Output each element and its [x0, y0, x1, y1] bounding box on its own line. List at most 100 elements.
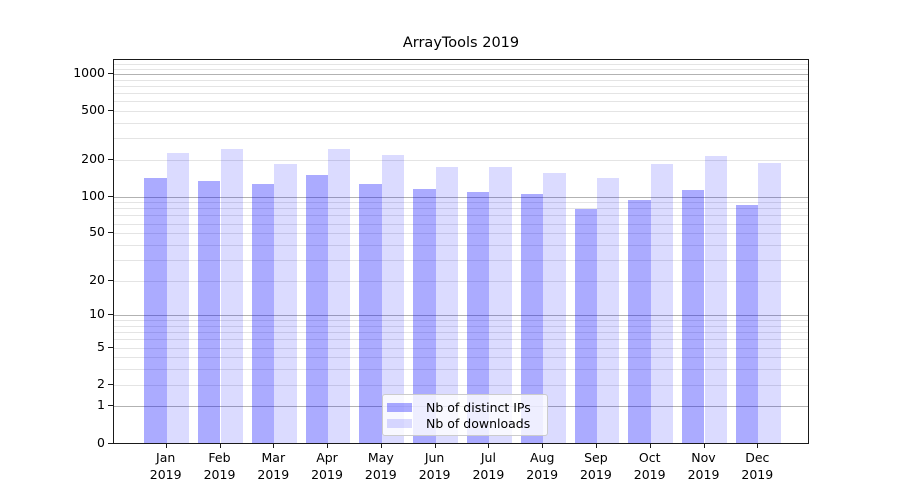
- x-tick-mark: [434, 444, 436, 448]
- bar-distinct-ips: [682, 189, 705, 443]
- legend-item-distinct-ips: Nb of distinct IPs: [387, 399, 541, 415]
- y-tick-mark: [108, 158, 113, 160]
- y-tick-label: 5: [97, 338, 105, 354]
- y-tick-label: 2: [97, 375, 105, 391]
- x-tick-mark: [595, 444, 597, 448]
- bar-downloads: [596, 177, 620, 443]
- x-tick-month: Jun: [424, 450, 445, 465]
- gridline-minor: [114, 244, 808, 246]
- bar-downloads: [758, 162, 781, 443]
- x-tick-mark: [380, 444, 382, 448]
- bar-distinct-ips: [198, 180, 221, 443]
- x-tick-mark: [703, 444, 705, 448]
- y-tick-mark: [108, 72, 113, 74]
- bar-distinct-ips: [144, 178, 167, 443]
- gridline-major: [114, 196, 808, 198]
- bar-distinct-ips: [467, 192, 490, 443]
- x-tick-month: Oct: [638, 450, 661, 465]
- bar-downloads: [435, 167, 458, 443]
- x-tick-month: May: [367, 450, 394, 465]
- gridline-minor: [114, 369, 808, 371]
- x-tick-year: 2019: [687, 466, 720, 482]
- x-tick-label: Aug 2019: [512, 450, 572, 483]
- gridline-minor: [114, 68, 808, 70]
- x-tick-label: Jan 2019: [136, 450, 196, 483]
- bar-distinct-ips: [413, 189, 436, 443]
- gridline-minor: [114, 259, 808, 261]
- gridline-major: [114, 73, 808, 75]
- gridline-minor: [114, 85, 808, 87]
- legend-label-downloads: Nb of downloads: [426, 415, 531, 431]
- x-tick-label: Oct 2019: [620, 450, 680, 483]
- gridline-minor: [114, 110, 808, 112]
- bar-downloads: [650, 164, 674, 443]
- bar-downloads: [274, 163, 297, 443]
- bar-downloads: [543, 173, 566, 443]
- plot-area: Nb of distinct IPs Nb of downloads: [113, 59, 809, 444]
- gridline-minor: [114, 64, 808, 66]
- x-tick-mark: [327, 444, 328, 448]
- x-tick-year: 2019: [257, 466, 290, 482]
- gridline-minor: [114, 320, 808, 322]
- x-tick-label: Jun 2019: [405, 450, 465, 483]
- x-tick-year: 2019: [579, 466, 612, 482]
- x-tick-year: 2019: [472, 466, 505, 482]
- bar-distinct-ips: [251, 183, 275, 443]
- gridline-minor: [114, 159, 808, 161]
- y-tick-label: 50: [89, 224, 105, 240]
- y-tick-mark: [108, 405, 113, 407]
- x-tick-mark: [542, 444, 544, 448]
- y-tick-mark: [108, 346, 113, 348]
- x-tick-label: Mar 2019: [243, 450, 303, 483]
- y-tick-label: 200: [81, 150, 105, 166]
- gridline-minor: [114, 101, 808, 103]
- x-tick-month: Feb: [208, 450, 231, 465]
- bar-distinct-ips: [359, 183, 382, 443]
- gridline-minor: [114, 339, 808, 341]
- y-tick-label: 500: [81, 101, 105, 117]
- x-tick-month: Mar: [261, 450, 286, 465]
- x-tick-year: 2019: [741, 466, 774, 482]
- x-tick-month: Jan: [156, 450, 176, 465]
- bar-distinct-ips: [574, 209, 597, 443]
- gridline-minor: [114, 357, 808, 359]
- x-tick-mark: [219, 444, 221, 448]
- y-tick-label: 1000: [73, 64, 105, 80]
- y-tick-label: 1: [97, 397, 105, 413]
- legend-swatch-downloads: [387, 418, 412, 428]
- y-tick-label: 10: [89, 306, 105, 322]
- gridline-major: [114, 315, 808, 317]
- x-tick-label: Dec 2019: [727, 450, 787, 483]
- legend-label-distinct-ips: Nb of distinct IPs: [426, 399, 531, 415]
- x-tick-mark: [165, 444, 167, 448]
- bar-downloads: [381, 154, 405, 443]
- chart-title: ArrayTools 2019: [402, 35, 520, 51]
- y-tick-mark: [108, 442, 113, 444]
- x-tick-month: Nov: [691, 450, 716, 465]
- x-tick-year: 2019: [418, 466, 451, 482]
- gridline-minor: [114, 208, 808, 210]
- gridline-minor: [114, 202, 808, 204]
- bar-distinct-ips: [520, 194, 544, 443]
- gridline-minor: [114, 384, 808, 386]
- x-tick-month: Jul: [480, 450, 496, 465]
- bar-distinct-ips: [305, 174, 328, 443]
- x-tick-label: Apr 2019: [297, 450, 357, 483]
- gridline-minor: [114, 347, 808, 349]
- bar-distinct-ips: [628, 200, 651, 443]
- x-tick-label: Feb 2019: [190, 450, 250, 483]
- x-tick-mark: [273, 444, 275, 448]
- gridline-minor: [114, 215, 808, 217]
- x-tick-month: Apr: [316, 450, 338, 465]
- bar-downloads: [220, 149, 243, 443]
- gridline-minor: [114, 79, 808, 81]
- x-tick-mark: [488, 444, 490, 448]
- y-tick-mark: [108, 314, 113, 316]
- bar-downloads: [328, 149, 351, 443]
- bar-downloads: [489, 166, 512, 443]
- y-tick-mark: [108, 195, 113, 197]
- bar-distinct-ips: [735, 205, 759, 443]
- x-tick-year: 2019: [311, 466, 343, 482]
- gridline-minor: [114, 122, 808, 124]
